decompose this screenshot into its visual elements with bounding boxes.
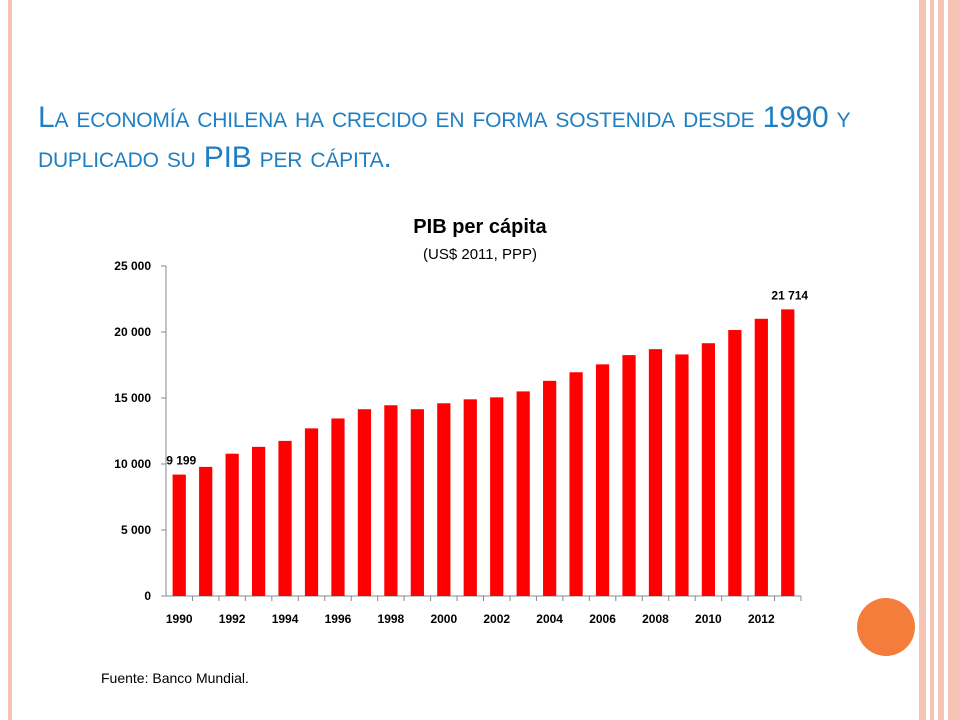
bar-2003 <box>516 391 530 596</box>
bar-2007 <box>622 355 636 596</box>
x-tick-label: 1996 <box>325 612 352 626</box>
y-tick-label: 15 000 <box>114 391 151 405</box>
bar-2000 <box>437 403 451 596</box>
x-tick-label: 1992 <box>219 612 246 626</box>
bar-2013 <box>781 309 795 596</box>
bar-2010 <box>701 343 716 596</box>
x-tick-label: 2004 <box>536 612 563 626</box>
y-tick-label: 25 000 <box>114 259 151 273</box>
chart-title: PIB per cápita <box>413 216 547 238</box>
x-tick-label: 2010 <box>695 612 722 626</box>
bar-2011 <box>728 330 742 596</box>
bar-2009 <box>675 354 689 596</box>
x-tick-label: 1998 <box>378 612 405 626</box>
data-label-2013: 21 714 <box>771 288 808 302</box>
x-tick-label: 2000 <box>430 612 457 626</box>
bar-2004 <box>543 380 557 596</box>
bar-2006 <box>595 364 610 596</box>
bar-1992 <box>225 453 239 596</box>
y-tick-label: 10 000 <box>114 457 151 471</box>
bar-1997 <box>357 409 372 596</box>
decorative-orange-circle <box>857 598 915 656</box>
bar-1994 <box>278 440 292 596</box>
bar-1998 <box>384 405 398 596</box>
x-tick-label: 1990 <box>166 612 193 626</box>
bar-2012 <box>754 318 768 596</box>
bar-2005 <box>569 372 583 596</box>
bar-2002 <box>490 397 504 596</box>
data-label-1990: 9 199 <box>166 454 196 468</box>
y-tick-label: 20 000 <box>114 325 151 339</box>
source-note: Fuente: Banco Mundial. <box>101 670 249 686</box>
x-tick-label: 2012 <box>748 612 775 626</box>
bar-1990 <box>172 474 186 596</box>
x-tick-label: 1994 <box>272 612 299 626</box>
bar-1991 <box>199 466 213 596</box>
bar-1999 <box>410 409 424 596</box>
bar-1996 <box>331 418 345 596</box>
x-tick-label: 2008 <box>642 612 669 626</box>
bar-1993 <box>251 446 266 596</box>
y-tick-label: 0 <box>144 589 151 603</box>
slide-title: La economía chilena ha crecido en forma … <box>38 101 851 174</box>
bar-2008 <box>648 349 663 596</box>
x-tick-label: 2006 <box>589 612 616 626</box>
left-frame-stripe <box>8 0 12 720</box>
chart-subtitle: (US$ 2011, PPP) <box>423 246 537 263</box>
bar-1995 <box>304 428 319 596</box>
bar-2001 <box>463 399 477 596</box>
y-tick-label: 5 000 <box>121 523 151 537</box>
x-tick-label: 2002 <box>483 612 510 626</box>
